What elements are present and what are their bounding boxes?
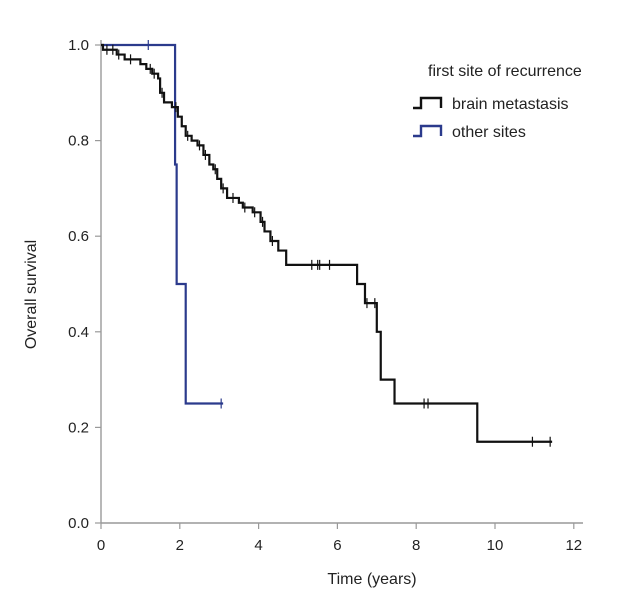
- x-tick-label: 8: [412, 537, 420, 554]
- y-tick-label: 0.0: [68, 515, 89, 532]
- x-tick-label: 10: [487, 537, 504, 554]
- legend-title: first site of recurrence: [428, 63, 582, 80]
- series-brain-metastasis: [101, 43, 553, 447]
- series-other-sites: [101, 40, 224, 409]
- legend: first site of recurrence brain metastasi…: [413, 63, 582, 141]
- y-tick-label: 0.6: [68, 228, 89, 245]
- series-layer: [101, 40, 553, 447]
- legend-label: other sites: [452, 124, 526, 141]
- y-tick-label: 1.0: [68, 37, 89, 54]
- y-tick-label: 0.8: [68, 133, 89, 150]
- x-tick-label: 4: [254, 537, 262, 554]
- x-axis-title: Time (years): [327, 571, 416, 588]
- y-ticks: 0.0 0.2 0.4 0.6 0.8 1.0: [68, 37, 101, 532]
- x-tick-label: 6: [333, 537, 341, 554]
- legend-label: brain metastasis: [452, 96, 569, 113]
- axes: [100, 40, 583, 524]
- y-tick-label: 0.4: [68, 324, 89, 341]
- y-tick-label: 0.2: [68, 419, 89, 436]
- x-tick-label: 0: [97, 537, 105, 554]
- x-tick-label: 2: [176, 537, 184, 554]
- survival-curve: [101, 43, 224, 405]
- legend-swatch: [413, 96, 443, 110]
- survival-curve: [101, 43, 553, 443]
- y-axis-title: Overall survival: [23, 240, 40, 349]
- x-ticks: 0 2 4 6 8 10 12: [97, 523, 582, 554]
- legend-swatch: [413, 124, 443, 138]
- legend-item: brain metastasis: [413, 96, 569, 113]
- x-tick-label: 12: [565, 537, 582, 554]
- legend-item: other sites: [413, 124, 526, 141]
